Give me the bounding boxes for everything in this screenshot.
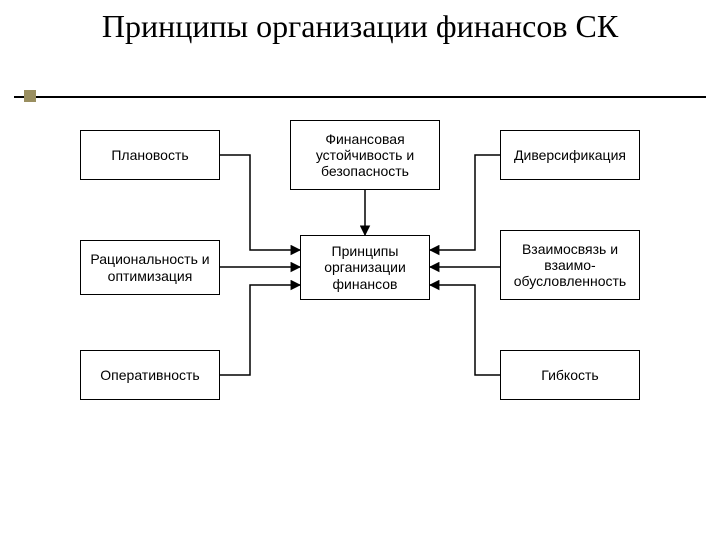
page-title: Принципы организации финансов СК [0,8,720,45]
diagram: Плановость Финансовая устойчивость и безо… [80,120,640,500]
node-fin: Финансовая устойчивость и безопасность [290,120,440,190]
node-vza: Взаимосвязь и взаимо-обусловленность [500,230,640,300]
edge-plan-core [220,155,300,250]
node-div: Диверсификация [500,130,640,180]
node-plan: Плановость [80,130,220,180]
edge-div-core [430,155,500,250]
edge-gib-core [430,285,500,375]
title-rule [14,96,706,98]
node-oper: Оперативность [80,350,220,400]
node-gib: Гибкость [500,350,640,400]
slide: Принципы организации финансов СК Планово… [0,0,720,540]
title-bullet-icon [24,90,36,102]
node-rac: Рациональность и оптимизация [80,240,220,295]
edge-oper-core [220,285,300,375]
node-core: Принципы организации финансов [300,235,430,300]
